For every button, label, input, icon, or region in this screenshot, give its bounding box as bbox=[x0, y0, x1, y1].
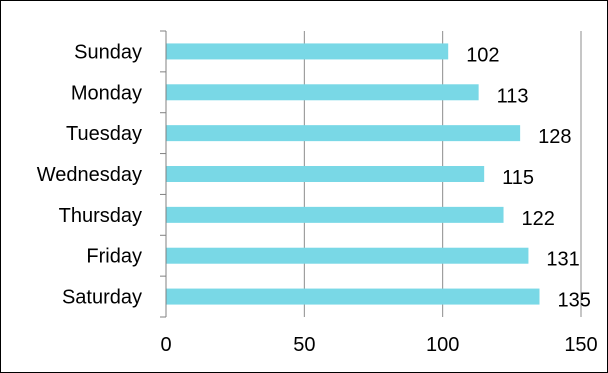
data-label: 135 bbox=[558, 290, 591, 312]
labels: 0 50 100 150 Sunday 102 Monday 113 Tuesday 128 Wed… bbox=[37, 41, 598, 356]
category-label: Monday bbox=[71, 82, 142, 104]
bar-thursday bbox=[166, 206, 504, 223]
bar-tuesday bbox=[166, 125, 521, 142]
data-label: 122 bbox=[522, 208, 555, 230]
x-tick-label: 0 bbox=[160, 334, 171, 356]
bar-friday bbox=[166, 247, 529, 264]
category-label: Saturday bbox=[62, 287, 142, 309]
x-tick-label: 100 bbox=[426, 334, 459, 356]
bars bbox=[166, 43, 540, 305]
category-label: Friday bbox=[86, 246, 142, 268]
data-label: 131 bbox=[546, 249, 579, 271]
x-tick-label: 150 bbox=[564, 334, 597, 356]
bar-monday bbox=[166, 84, 479, 101]
category-label: Tuesday bbox=[66, 123, 142, 145]
category-axis bbox=[160, 30, 167, 318]
bar-saturday bbox=[166, 288, 540, 305]
bar-wednesday bbox=[166, 166, 485, 182]
category-label: Wednesday bbox=[37, 164, 142, 186]
category-label: Sunday bbox=[74, 41, 142, 63]
bar-sunday bbox=[166, 43, 449, 60]
category-label: Thursday bbox=[59, 205, 142, 227]
data-label: 115 bbox=[502, 167, 534, 189]
data-label: 113 bbox=[497, 85, 529, 107]
x-tick-label: 50 bbox=[293, 334, 315, 356]
data-label: 102 bbox=[466, 44, 499, 66]
data-label: 128 bbox=[538, 126, 571, 148]
